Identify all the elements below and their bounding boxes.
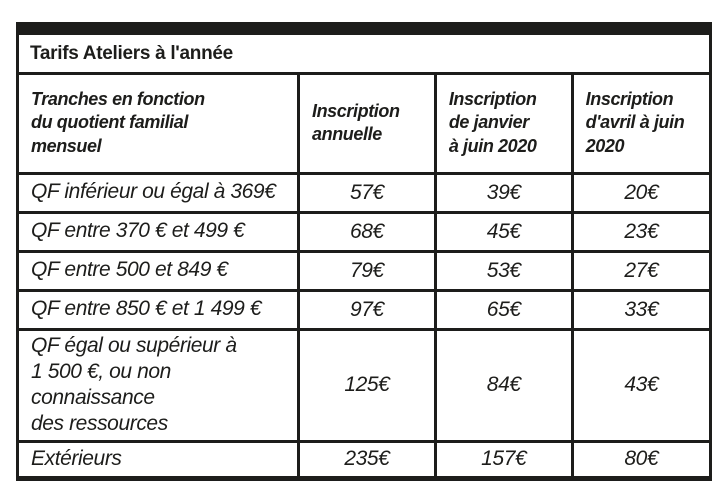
price-apr-jun: 23€: [570, 210, 709, 253]
table-title: Tarifs Ateliers à l'année: [19, 35, 709, 75]
table-row: QF entre 370 € et 499 € 68€ 45€ 23€: [19, 210, 709, 253]
price-jan-jun: 39€: [433, 171, 574, 214]
row-label: QF entre 370 € et 499 €: [19, 210, 300, 253]
price-grid: Tranches en fonction du quotient familia…: [19, 75, 709, 476]
row-label: QF entre 500 et 849 €: [19, 249, 300, 292]
row-label: QF inférieur ou égal à 369€: [19, 171, 300, 214]
price-annual: 235€: [296, 439, 437, 476]
table-row: QF entre 850 € et 1 499 € 97€ 65€ 33€: [19, 288, 709, 331]
row-label: Extérieurs: [19, 439, 300, 476]
pricing-table: Tarifs Ateliers à l'année Tranches en fo…: [16, 22, 712, 481]
price-annual: 125€: [296, 327, 437, 443]
col-header-inscription-annuelle: Inscription annuelle: [296, 75, 437, 175]
price-jan-jun: 45€: [433, 210, 574, 253]
price-annual: 79€: [296, 249, 437, 292]
price-jan-jun: 65€: [433, 288, 574, 331]
col-header-inscription-janvier-juin: Inscription de janvier à juin 2020: [433, 75, 574, 175]
col-header-inscription-avril-juin: Inscription d'avril à juin 2020: [570, 75, 709, 175]
price-apr-jun: 43€: [570, 327, 709, 443]
row-label: QF égal ou supérieur à 1 500 €, ou non c…: [19, 327, 300, 443]
price-apr-jun: 33€: [570, 288, 709, 331]
price-apr-jun: 80€: [570, 439, 709, 476]
col-header-tranches: Tranches en fonction du quotient familia…: [19, 75, 300, 175]
price-annual: 68€: [296, 210, 437, 253]
price-annual: 97€: [296, 288, 437, 331]
table-row: QF inférieur ou égal à 369€ 57€ 39€ 20€: [19, 171, 709, 214]
row-label: QF entre 850 € et 1 499 €: [19, 288, 300, 331]
price-jan-jun: 84€: [433, 327, 574, 443]
header-row: Tranches en fonction du quotient familia…: [19, 75, 709, 175]
price-jan-jun: 53€: [433, 249, 574, 292]
price-annual: 57€: [296, 171, 437, 214]
table-row: QF entre 500 et 849 € 79€ 53€ 27€: [19, 249, 709, 292]
table-row: QF égal ou supérieur à 1 500 €, ou non c…: [19, 327, 709, 443]
table-row: Extérieurs 235€ 157€ 80€: [19, 439, 709, 476]
price-apr-jun: 27€: [570, 249, 709, 292]
price-apr-jun: 20€: [570, 171, 709, 214]
price-jan-jun: 157€: [433, 439, 574, 476]
